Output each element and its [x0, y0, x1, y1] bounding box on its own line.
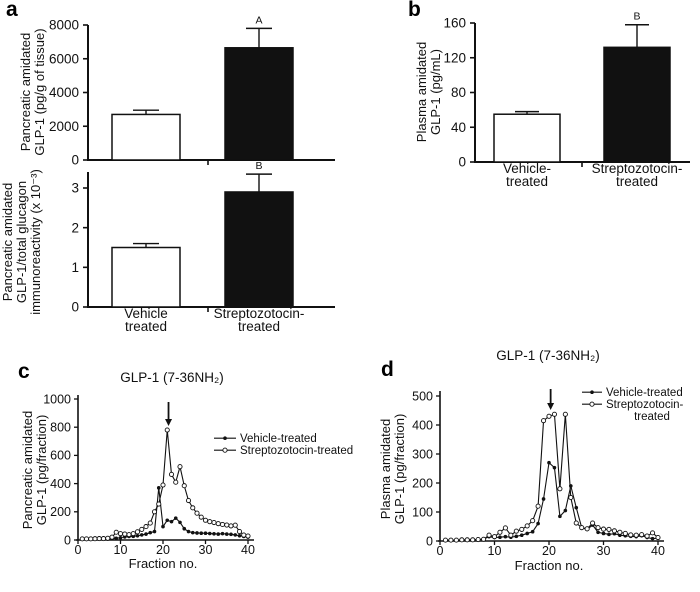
svg-text:1000: 1000 — [43, 392, 71, 406]
svg-text:40: 40 — [451, 120, 466, 135]
svg-text:treated: treated — [634, 411, 670, 423]
svg-text:Vehicle: Vehicle — [124, 306, 168, 321]
svg-text:3: 3 — [71, 181, 79, 196]
svg-text:40: 40 — [651, 544, 665, 558]
svg-text:800: 800 — [50, 421, 71, 435]
svg-text:GLP-1 (pg/g of tissue): GLP-1 (pg/g of tissue) — [32, 28, 47, 155]
svg-text:400: 400 — [50, 477, 71, 491]
svg-text:Streptozotocin-: Streptozotocin- — [606, 399, 684, 411]
svg-text:40: 40 — [241, 543, 255, 557]
svg-text:Streptozotocin-: Streptozotocin- — [214, 306, 305, 321]
svg-text:GLP-1 (pg/fraction): GLP-1 (pg/fraction) — [392, 414, 407, 525]
svg-text:0: 0 — [75, 543, 82, 557]
svg-text:Plasma amidated: Plasma amidated — [414, 42, 429, 142]
svg-text:Vehicle-treated: Vehicle-treated — [240, 433, 317, 445]
svg-text:20: 20 — [542, 544, 556, 558]
svg-text:Streptozotocin-treated: Streptozotocin-treated — [240, 445, 353, 457]
svg-text:Pancreatic amidated: Pancreatic amidated — [20, 411, 35, 530]
panel-c-line-chart: 0 200 400 600 800 1000 0 10 20 30 40 Fraction no. GL… — [10, 360, 355, 592]
svg-text:600: 600 — [50, 449, 71, 463]
svg-text:0: 0 — [64, 533, 71, 547]
svg-text:2: 2 — [71, 220, 79, 235]
svg-text:200: 200 — [50, 505, 71, 519]
svg-text:20: 20 — [156, 543, 170, 557]
svg-text:Pancreatic amidated: Pancreatic amidated — [18, 33, 33, 152]
svg-text:immunoreactivity (x 10⁻³): immunoreactivity (x 10⁻³) — [28, 169, 43, 315]
panel-c-label: c — [18, 360, 30, 383]
svg-text:30: 30 — [597, 544, 611, 558]
svg-text:120: 120 — [443, 50, 466, 65]
panel-b-bar-chart: 0 40 80 120 160 B Vehicle-treated Streptozotoci… — [400, 0, 700, 200]
svg-text:10: 10 — [114, 543, 128, 557]
svg-text:2000: 2000 — [49, 119, 79, 134]
svg-text:Streptozotocin-: Streptozotocin- — [592, 161, 683, 176]
svg-text:Pancreatic amidated: Pancreatic amidated — [0, 183, 15, 302]
svg-text:300: 300 — [412, 447, 433, 461]
svg-text:200: 200 — [412, 476, 433, 490]
svg-text:GLP-1/total glucagon: GLP-1/total glucagon — [14, 181, 29, 303]
svg-text:Fraction no.: Fraction no. — [515, 558, 584, 573]
svg-text:Plasma amidated: Plasma amidated — [378, 419, 393, 519]
svg-text:500: 500 — [412, 389, 433, 403]
svg-text:treated: treated — [506, 174, 548, 189]
svg-text:80: 80 — [451, 85, 466, 100]
svg-text:B: B — [633, 11, 640, 23]
svg-text:0: 0 — [458, 155, 466, 170]
svg-text:B: B — [255, 160, 262, 172]
svg-text:0: 0 — [71, 153, 79, 168]
svg-text:GLP-1 (7-36NH₂): GLP-1 (7-36NH₂) — [496, 348, 600, 363]
svg-text:Vehicle-treated: Vehicle-treated — [606, 387, 683, 399]
svg-text:GLP-1 (7-36NH₂): GLP-1 (7-36NH₂) — [120, 370, 224, 385]
panel-a-bottom-bar-chart: 0 1 2 3 B Vehicle treated Streptozotocin-treate… — [0, 160, 350, 345]
svg-text:4000: 4000 — [49, 85, 79, 100]
svg-text:0: 0 — [426, 534, 433, 548]
svg-text:treated: treated — [238, 319, 280, 334]
svg-text:A: A — [255, 14, 262, 26]
svg-text:0: 0 — [437, 544, 444, 558]
svg-text:GLP-1 (pg/mL): GLP-1 (pg/mL) — [428, 49, 443, 135]
svg-text:Fraction no.: Fraction no. — [129, 556, 198, 571]
svg-text:400: 400 — [412, 418, 433, 432]
svg-text:10: 10 — [488, 544, 502, 558]
svg-text:30: 30 — [199, 543, 213, 557]
svg-text:GLP-1 (pg/fraction): GLP-1 (pg/fraction) — [34, 415, 49, 526]
panel-d-label: d — [381, 358, 394, 381]
svg-text:6000: 6000 — [49, 51, 79, 66]
svg-text:treated: treated — [125, 319, 167, 334]
panel-a-top-bar-chart: 0 2000 4000 6000 8000 A Pancreatic amidated GLP… — [0, 0, 350, 168]
svg-text:160: 160 — [443, 16, 466, 31]
svg-text:0: 0 — [71, 300, 79, 315]
svg-text:1: 1 — [71, 260, 79, 275]
panel-a-label: a — [6, 0, 18, 21]
panel-d-line-chart: 0 100 200 300 400 500 0 10 20 30 40 Fraction no. GLP… — [360, 345, 700, 592]
panel-b-label: b — [408, 0, 421, 21]
svg-text:100: 100 — [412, 505, 433, 519]
svg-text:Vehicle-: Vehicle- — [503, 161, 551, 176]
svg-text:treated: treated — [616, 174, 658, 189]
svg-text:8000: 8000 — [49, 18, 79, 33]
